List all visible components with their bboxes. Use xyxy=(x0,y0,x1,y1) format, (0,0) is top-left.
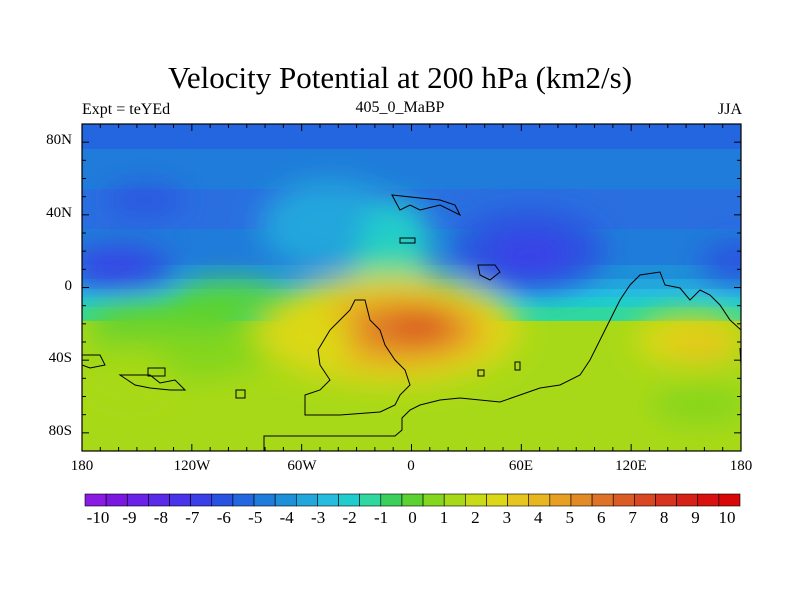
colorbar-swatch xyxy=(232,493,255,507)
colorbar-swatch xyxy=(401,493,424,507)
colorbar-swatch xyxy=(169,493,191,507)
coastlines xyxy=(82,194,741,451)
colorbar-swatch xyxy=(253,493,276,507)
colorbar-swatch xyxy=(528,493,551,507)
colorbar-swatch xyxy=(380,493,403,507)
colorbar-swatch xyxy=(274,493,297,507)
colorbar-swatch xyxy=(634,493,656,507)
season-label: JJA xyxy=(717,101,742,118)
y-tick-label: 40N xyxy=(46,205,72,221)
x-tick-label: 60E xyxy=(508,458,534,474)
colorbar-swatch xyxy=(718,493,741,507)
x-tick-label: 120E xyxy=(615,458,647,474)
colorbar-label: 8 xyxy=(659,508,669,527)
colorbar-label: 7 xyxy=(628,508,637,527)
colorbar-swatch xyxy=(676,493,699,507)
colorbar-label: -4 xyxy=(279,508,294,527)
y-tick-label: 0 xyxy=(64,278,73,294)
axis-ticks xyxy=(81,123,742,452)
colorbar-swatch xyxy=(697,493,720,507)
colorbar-label: -3 xyxy=(311,508,326,527)
colorbar-label: -9 xyxy=(122,508,137,527)
colorbar-label: 3 xyxy=(502,508,512,527)
y-tick-label: 80S xyxy=(48,423,72,439)
colorbar-swatch xyxy=(317,493,339,507)
colorbar-label: 1 xyxy=(439,508,449,527)
colorbar-label: -2 xyxy=(342,508,357,527)
colorbar-label: 2 xyxy=(471,508,480,527)
colorbar-swatch xyxy=(612,493,635,507)
x-tick-label: 120W xyxy=(173,458,211,474)
y-tick-label: 80N xyxy=(46,132,72,148)
colorbar-label: 10 xyxy=(718,508,736,527)
colorbar-swatch xyxy=(570,493,593,507)
colorbar-swatch xyxy=(422,493,445,507)
colorbar-swatch xyxy=(465,493,487,507)
colorbar-label: -1 xyxy=(373,508,389,527)
colorbar-swatch xyxy=(105,493,128,507)
colorbar-label: 6 xyxy=(596,508,606,527)
colorbar-label: 5 xyxy=(565,508,575,527)
chart-title: Velocity Potential at 200 hPa (km2/s) xyxy=(167,60,633,95)
colorbar-swatch xyxy=(84,493,107,507)
colorbar-swatch xyxy=(507,493,530,507)
colorbar-swatch xyxy=(148,493,170,507)
experiment-label: Expt = teYEd xyxy=(82,101,171,118)
colorbar-swatch xyxy=(295,493,318,507)
x-tick-label: 0 xyxy=(407,458,415,474)
colorbar-swatch xyxy=(655,493,677,507)
colorbar-label: -8 xyxy=(153,508,168,527)
colorbar-label: -5 xyxy=(248,508,263,527)
x-tick-label: 180 xyxy=(729,458,753,474)
colorbar-swatch xyxy=(338,493,360,507)
colorbar-label: 9 xyxy=(691,508,700,527)
x-tick-label: 180 xyxy=(70,458,94,474)
x-tick-label: 60W xyxy=(287,458,317,474)
colorbar-swatch xyxy=(126,493,149,507)
colorbar-label: -10 xyxy=(86,508,110,527)
colorbar-swatch xyxy=(486,493,508,507)
colorbar-label: -6 xyxy=(216,508,231,527)
colorbar-swatch xyxy=(190,493,213,507)
velocity-potential-field xyxy=(82,124,741,451)
period-label: 405_0_MaBP xyxy=(355,99,445,116)
colorbar-swatch xyxy=(359,493,382,507)
colorbar-swatch xyxy=(591,493,614,507)
y-tick-label: 40S xyxy=(48,350,72,366)
colorbar-swatch xyxy=(211,493,234,507)
colorbar-label: -7 xyxy=(185,508,200,527)
colorbar-label: 0 xyxy=(408,508,417,527)
colorbar-label: 4 xyxy=(534,508,543,527)
colorbar xyxy=(84,493,741,507)
colorbar-swatch xyxy=(549,493,572,507)
colorbar-swatch xyxy=(443,493,466,507)
